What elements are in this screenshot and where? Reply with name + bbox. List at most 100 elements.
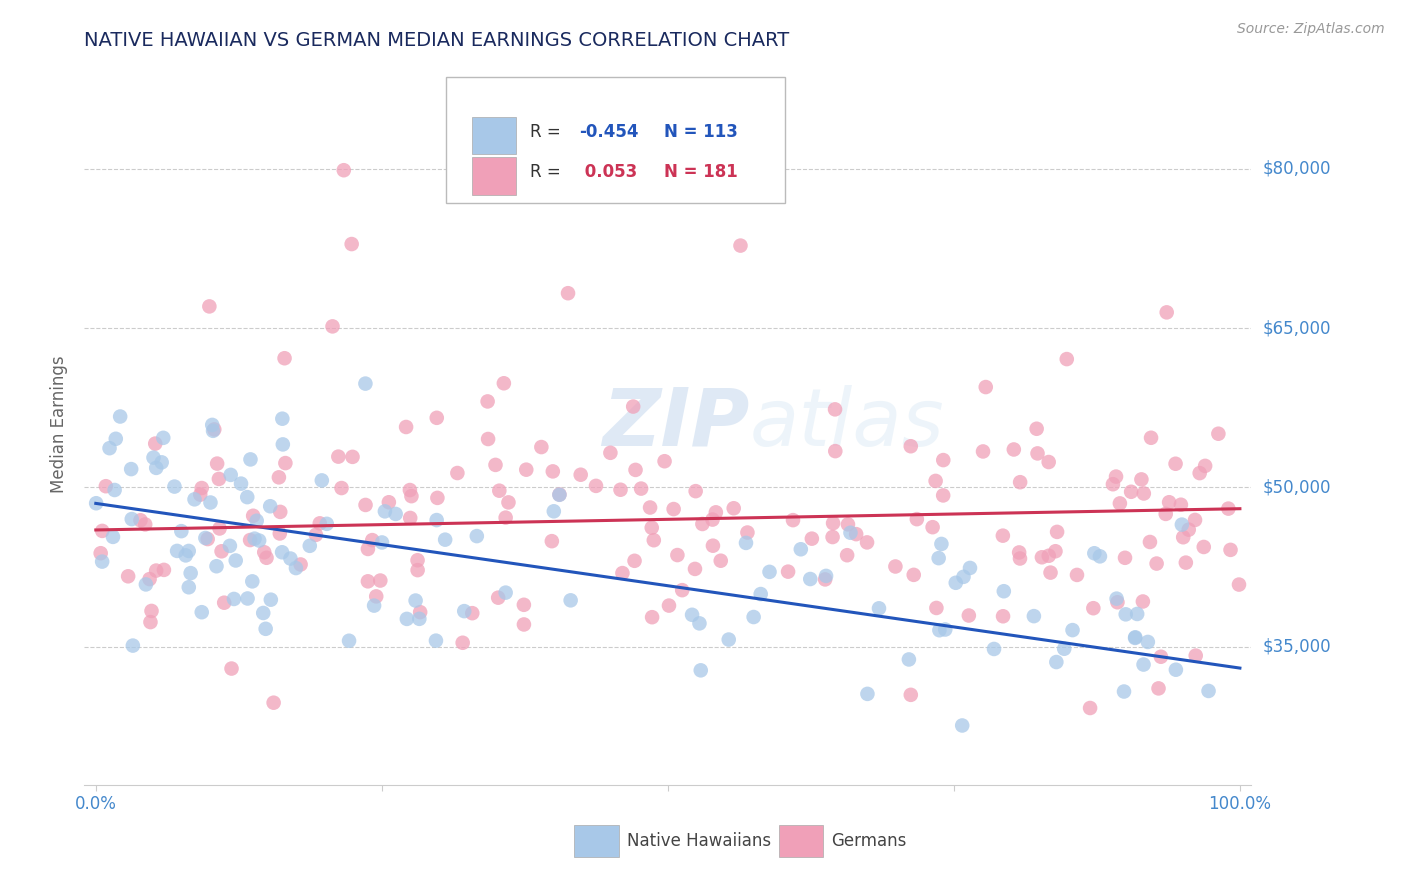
Point: [1164, 663, 1187, 677]
Point: [342, 450, 364, 464]
Point: [950, 718, 973, 732]
Point: [900, 688, 922, 702]
Text: N = 181: N = 181: [665, 163, 738, 181]
Point: [815, 569, 838, 583]
Point: [612, 566, 634, 580]
Point: [242, 508, 264, 523]
Point: [477, 394, 499, 409]
Text: Source: ZipAtlas.com: Source: ZipAtlas.com: [1237, 22, 1385, 37]
Point: [702, 512, 724, 526]
Point: [267, 470, 290, 484]
Point: [170, 524, 193, 538]
Point: [671, 583, 693, 598]
Point: [702, 539, 724, 553]
Point: [239, 452, 262, 467]
Point: [260, 592, 283, 607]
Point: [145, 564, 167, 578]
Point: [194, 531, 217, 545]
Point: [259, 500, 281, 514]
Point: [1130, 472, 1153, 486]
Point: [401, 489, 423, 503]
Point: [91, 555, 114, 569]
Point: [1026, 446, 1049, 460]
Point: [290, 558, 312, 572]
Point: [371, 535, 394, 549]
Point: [280, 551, 302, 566]
Point: [1025, 422, 1047, 436]
Point: [972, 444, 994, 458]
Point: [742, 610, 765, 624]
Bar: [575, 825, 619, 857]
Point: [208, 472, 231, 486]
Point: [236, 591, 259, 606]
Point: [208, 521, 231, 535]
Text: $65,000: $65,000: [1263, 319, 1331, 337]
Point: [202, 424, 225, 438]
Point: [495, 510, 517, 524]
Point: [905, 512, 928, 526]
Point: [1046, 524, 1069, 539]
Point: [609, 483, 631, 497]
Point: [974, 380, 997, 394]
Point: [198, 300, 221, 314]
Point: [666, 548, 689, 562]
Point: [273, 351, 295, 366]
Point: [548, 488, 571, 502]
Point: [641, 610, 664, 624]
Point: [409, 605, 432, 619]
Point: [1184, 648, 1206, 663]
Point: [465, 529, 488, 543]
Point: [742, 168, 765, 182]
Point: [197, 532, 219, 546]
Point: [205, 457, 228, 471]
Point: [991, 609, 1014, 624]
Point: [406, 553, 429, 567]
Point: [790, 542, 813, 557]
Text: $35,000: $35,000: [1263, 638, 1331, 656]
Point: [692, 516, 714, 531]
Point: [229, 476, 252, 491]
Point: [758, 565, 780, 579]
Point: [654, 454, 676, 468]
Point: [983, 642, 1005, 657]
Point: [246, 514, 269, 528]
Point: [425, 633, 447, 648]
Point: [498, 495, 520, 509]
Point: [183, 492, 205, 507]
Point: [91, 524, 114, 538]
Point: [374, 504, 396, 518]
Y-axis label: Median Earnings: Median Earnings: [51, 355, 69, 492]
Point: [142, 450, 165, 465]
Point: [959, 561, 981, 575]
Point: [368, 574, 391, 588]
Point: [177, 580, 200, 594]
Point: [101, 530, 124, 544]
Point: [129, 513, 152, 527]
Point: [643, 533, 665, 548]
Point: [799, 572, 821, 586]
Point: [134, 517, 156, 532]
Point: [1123, 631, 1146, 645]
Point: [120, 462, 142, 476]
Point: [166, 544, 188, 558]
Point: [256, 550, 278, 565]
Point: [1140, 431, 1163, 445]
Point: [221, 662, 243, 676]
Point: [426, 491, 449, 505]
Point: [1088, 549, 1111, 564]
Point: [1121, 484, 1143, 499]
Point: [1174, 556, 1197, 570]
Point: [488, 483, 510, 498]
Point: [1083, 546, 1105, 560]
Point: [274, 456, 297, 470]
Point: [305, 528, 328, 542]
Bar: [472, 117, 516, 154]
Point: [150, 455, 173, 469]
Point: [190, 481, 212, 495]
Point: [931, 537, 953, 551]
Point: [408, 612, 430, 626]
Point: [585, 479, 607, 493]
Point: [548, 487, 571, 501]
Point: [925, 601, 948, 615]
Point: [357, 541, 380, 556]
